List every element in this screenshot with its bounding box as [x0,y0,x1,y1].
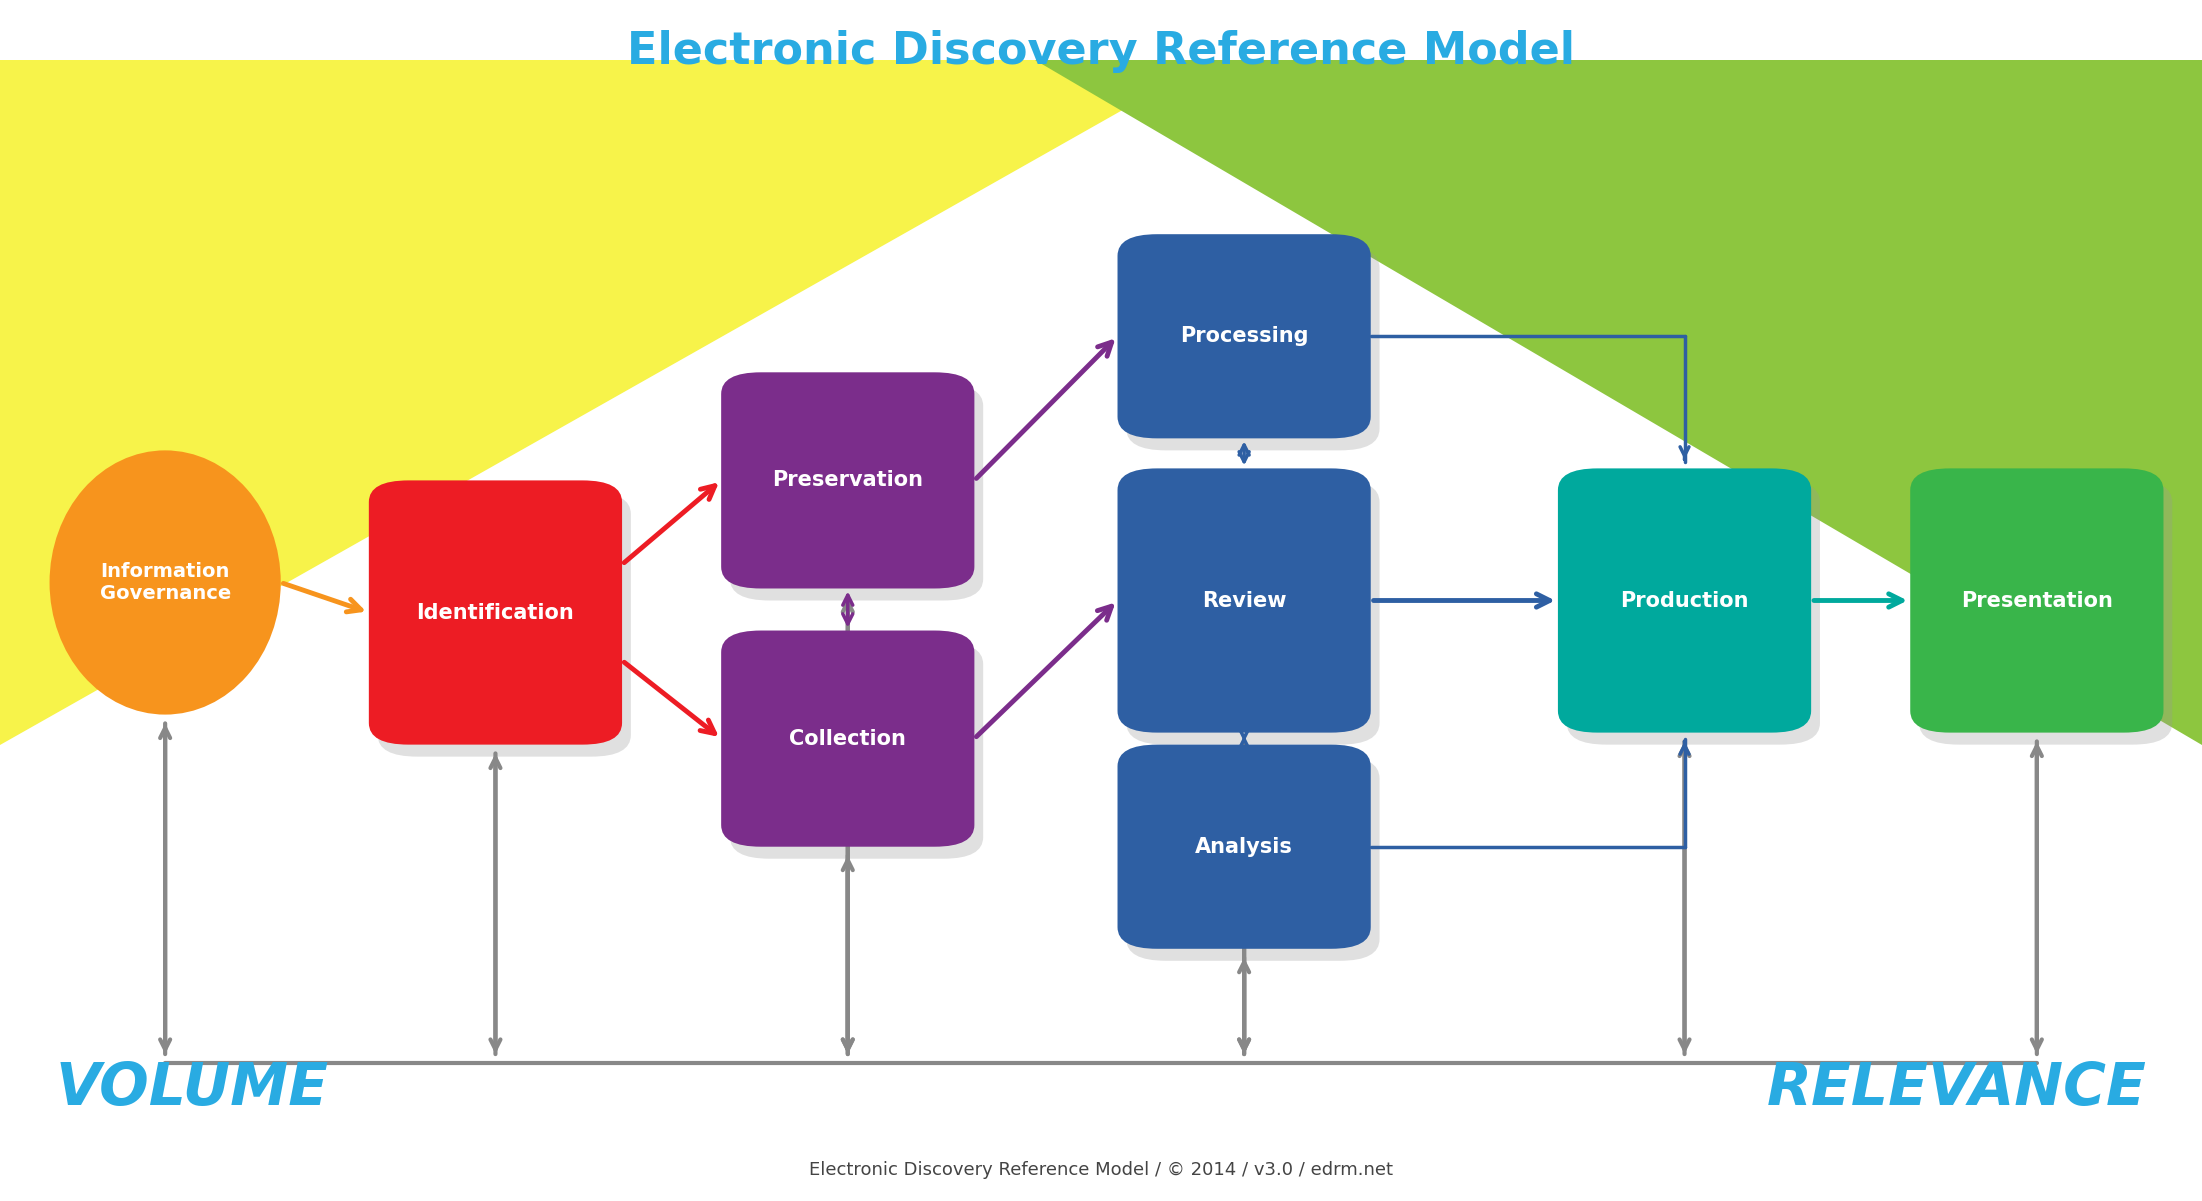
FancyBboxPatch shape [1125,480,1378,745]
Polygon shape [1035,60,2202,745]
FancyBboxPatch shape [1566,480,1819,745]
FancyBboxPatch shape [731,643,982,859]
FancyBboxPatch shape [1116,468,1370,733]
Text: Production: Production [1621,591,1748,610]
FancyBboxPatch shape [720,631,973,847]
Text: Electronic Discovery Reference Model: Electronic Discovery Reference Model [628,30,1574,73]
Text: Analysis: Analysis [1196,837,1293,856]
Text: Electronic Discovery Reference Model / © 2014 / v3.0 / edrm.net: Electronic Discovery Reference Model / ©… [808,1161,1394,1179]
FancyBboxPatch shape [1125,757,1378,961]
Ellipse shape [51,450,282,715]
FancyBboxPatch shape [379,492,632,757]
Text: Review: Review [1202,591,1286,610]
FancyBboxPatch shape [1116,745,1370,949]
FancyBboxPatch shape [720,372,973,588]
FancyBboxPatch shape [1920,480,2171,745]
Text: RELEVANCE: RELEVANCE [1766,1060,2147,1117]
FancyBboxPatch shape [1125,246,1378,450]
Text: Presentation: Presentation [1962,591,2112,610]
Text: Information
Governance: Information Governance [99,562,231,603]
Text: VOLUME: VOLUME [55,1060,328,1117]
Text: Preservation: Preservation [773,471,923,490]
Text: Processing: Processing [1180,327,1308,346]
FancyBboxPatch shape [370,480,623,745]
Text: Collection: Collection [788,729,907,748]
FancyBboxPatch shape [1116,234,1370,438]
FancyBboxPatch shape [731,384,982,600]
Text: Identification: Identification [416,603,575,622]
FancyBboxPatch shape [1557,468,1810,733]
FancyBboxPatch shape [1911,468,2162,733]
Polygon shape [0,60,1211,745]
